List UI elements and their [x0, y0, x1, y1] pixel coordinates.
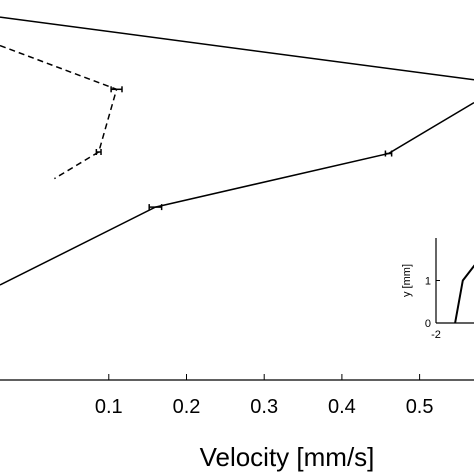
main-plot-area: 0.1 0.2 0.3 0.4 0.5 [0, 16, 474, 418]
inset-y-tick-label: 0 [425, 318, 431, 330]
x-axis-label: Velocity [mm/s] [200, 442, 375, 472]
series-line-1 [0, 16, 474, 81]
x-tick-label: 0.1 [95, 396, 123, 418]
series-line-2 [0, 101, 474, 286]
inset-y-axis-label: y [mm] [401, 264, 413, 297]
x-tick-label: 0.3 [250, 396, 278, 418]
series-line-3 [0, 44, 118, 180]
x-tick-label: 0.5 [406, 396, 434, 418]
x-tick-label: 0.4 [328, 396, 356, 418]
inset-plot: 0 1 -2 y [mm] [398, 228, 474, 350]
inset-curve-1 [454, 264, 474, 324]
inset-y-tick-label: 1 [425, 276, 431, 288]
inset-x-tick-label: -2 [431, 329, 441, 341]
x-tick-label: 0.2 [173, 396, 201, 418]
